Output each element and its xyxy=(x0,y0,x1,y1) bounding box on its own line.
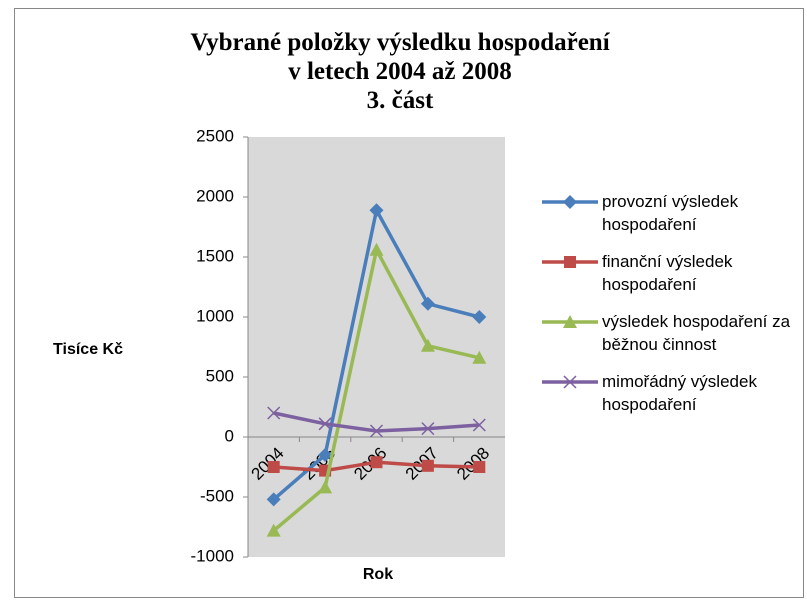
marker xyxy=(369,424,384,438)
y-tick-label: 1000 xyxy=(196,306,234,325)
legend-item: mimořádný výsledek hospodaření xyxy=(540,370,792,416)
marker xyxy=(420,296,435,311)
y-tick-label: 2500 xyxy=(196,126,234,145)
marker xyxy=(472,350,487,364)
y-tick-label: 2000 xyxy=(196,186,234,205)
marker xyxy=(421,422,435,436)
legend-label: výsledek hospodaření za běžnou činnost xyxy=(602,312,791,354)
marker xyxy=(267,461,280,473)
legend-item: výsledek hospodaření za běžnou činnost xyxy=(540,310,792,356)
x-axis-label: Rok xyxy=(363,566,393,583)
marker xyxy=(563,195,577,209)
y-tick-label: -1000 xyxy=(191,546,234,565)
y-tick-label: 500 xyxy=(206,366,234,385)
marker xyxy=(266,523,281,537)
legend-swatch xyxy=(542,256,598,268)
marker xyxy=(472,310,487,324)
plot-area xyxy=(248,137,505,557)
y-tick-label: -500 xyxy=(200,486,234,505)
marker xyxy=(473,461,486,473)
y-axis-label: Tisíce Kč xyxy=(53,341,123,358)
marker xyxy=(369,242,384,256)
marker xyxy=(266,492,281,507)
legend-swatch xyxy=(542,315,598,328)
marker xyxy=(318,448,333,462)
chart-title: Vybrané položky výsledku hospodaření v l… xyxy=(190,29,610,114)
marker xyxy=(318,417,332,431)
legend-label: provozní výsledek hospodaření xyxy=(602,192,739,234)
marker xyxy=(472,418,486,432)
marker xyxy=(420,338,435,352)
marker xyxy=(318,480,333,494)
marker xyxy=(369,203,384,218)
legend: provozní výsledek hospodaření finanční vý… xyxy=(540,190,790,430)
y-tick-label: 1500 xyxy=(196,246,234,265)
marker xyxy=(421,459,434,472)
marker xyxy=(267,406,281,420)
marker xyxy=(563,375,577,389)
marker xyxy=(564,256,576,268)
marker xyxy=(563,315,577,328)
legend-item: provozní výsledek hospodaření xyxy=(540,190,792,236)
legend-label: mimořádný výsledek hospodaření xyxy=(602,372,757,414)
chart-border xyxy=(14,8,804,598)
y-tick-label: 0 xyxy=(225,426,234,445)
marker xyxy=(370,456,383,469)
legend-swatch xyxy=(542,375,598,389)
legend-swatch xyxy=(542,195,598,209)
legend-label: finanční výsledek hospodaření xyxy=(602,252,733,294)
legend-item: finanční výsledek hospodaření xyxy=(540,250,792,296)
